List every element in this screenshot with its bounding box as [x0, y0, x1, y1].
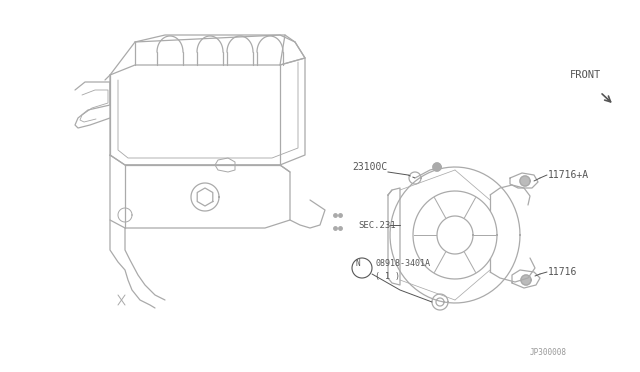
Polygon shape	[433, 163, 441, 171]
Text: JP300008: JP300008	[530, 348, 567, 357]
Text: ( 1 ): ( 1 )	[375, 272, 400, 280]
Text: 11716: 11716	[548, 267, 577, 277]
Text: 08918-3401A: 08918-3401A	[375, 260, 430, 269]
Polygon shape	[521, 275, 531, 285]
Text: N: N	[356, 260, 360, 269]
Text: FRONT: FRONT	[570, 70, 601, 80]
Text: SEC.231: SEC.231	[358, 221, 396, 230]
Text: 23100C: 23100C	[353, 162, 388, 172]
Text: 11716+A: 11716+A	[548, 170, 589, 180]
Polygon shape	[520, 176, 530, 186]
